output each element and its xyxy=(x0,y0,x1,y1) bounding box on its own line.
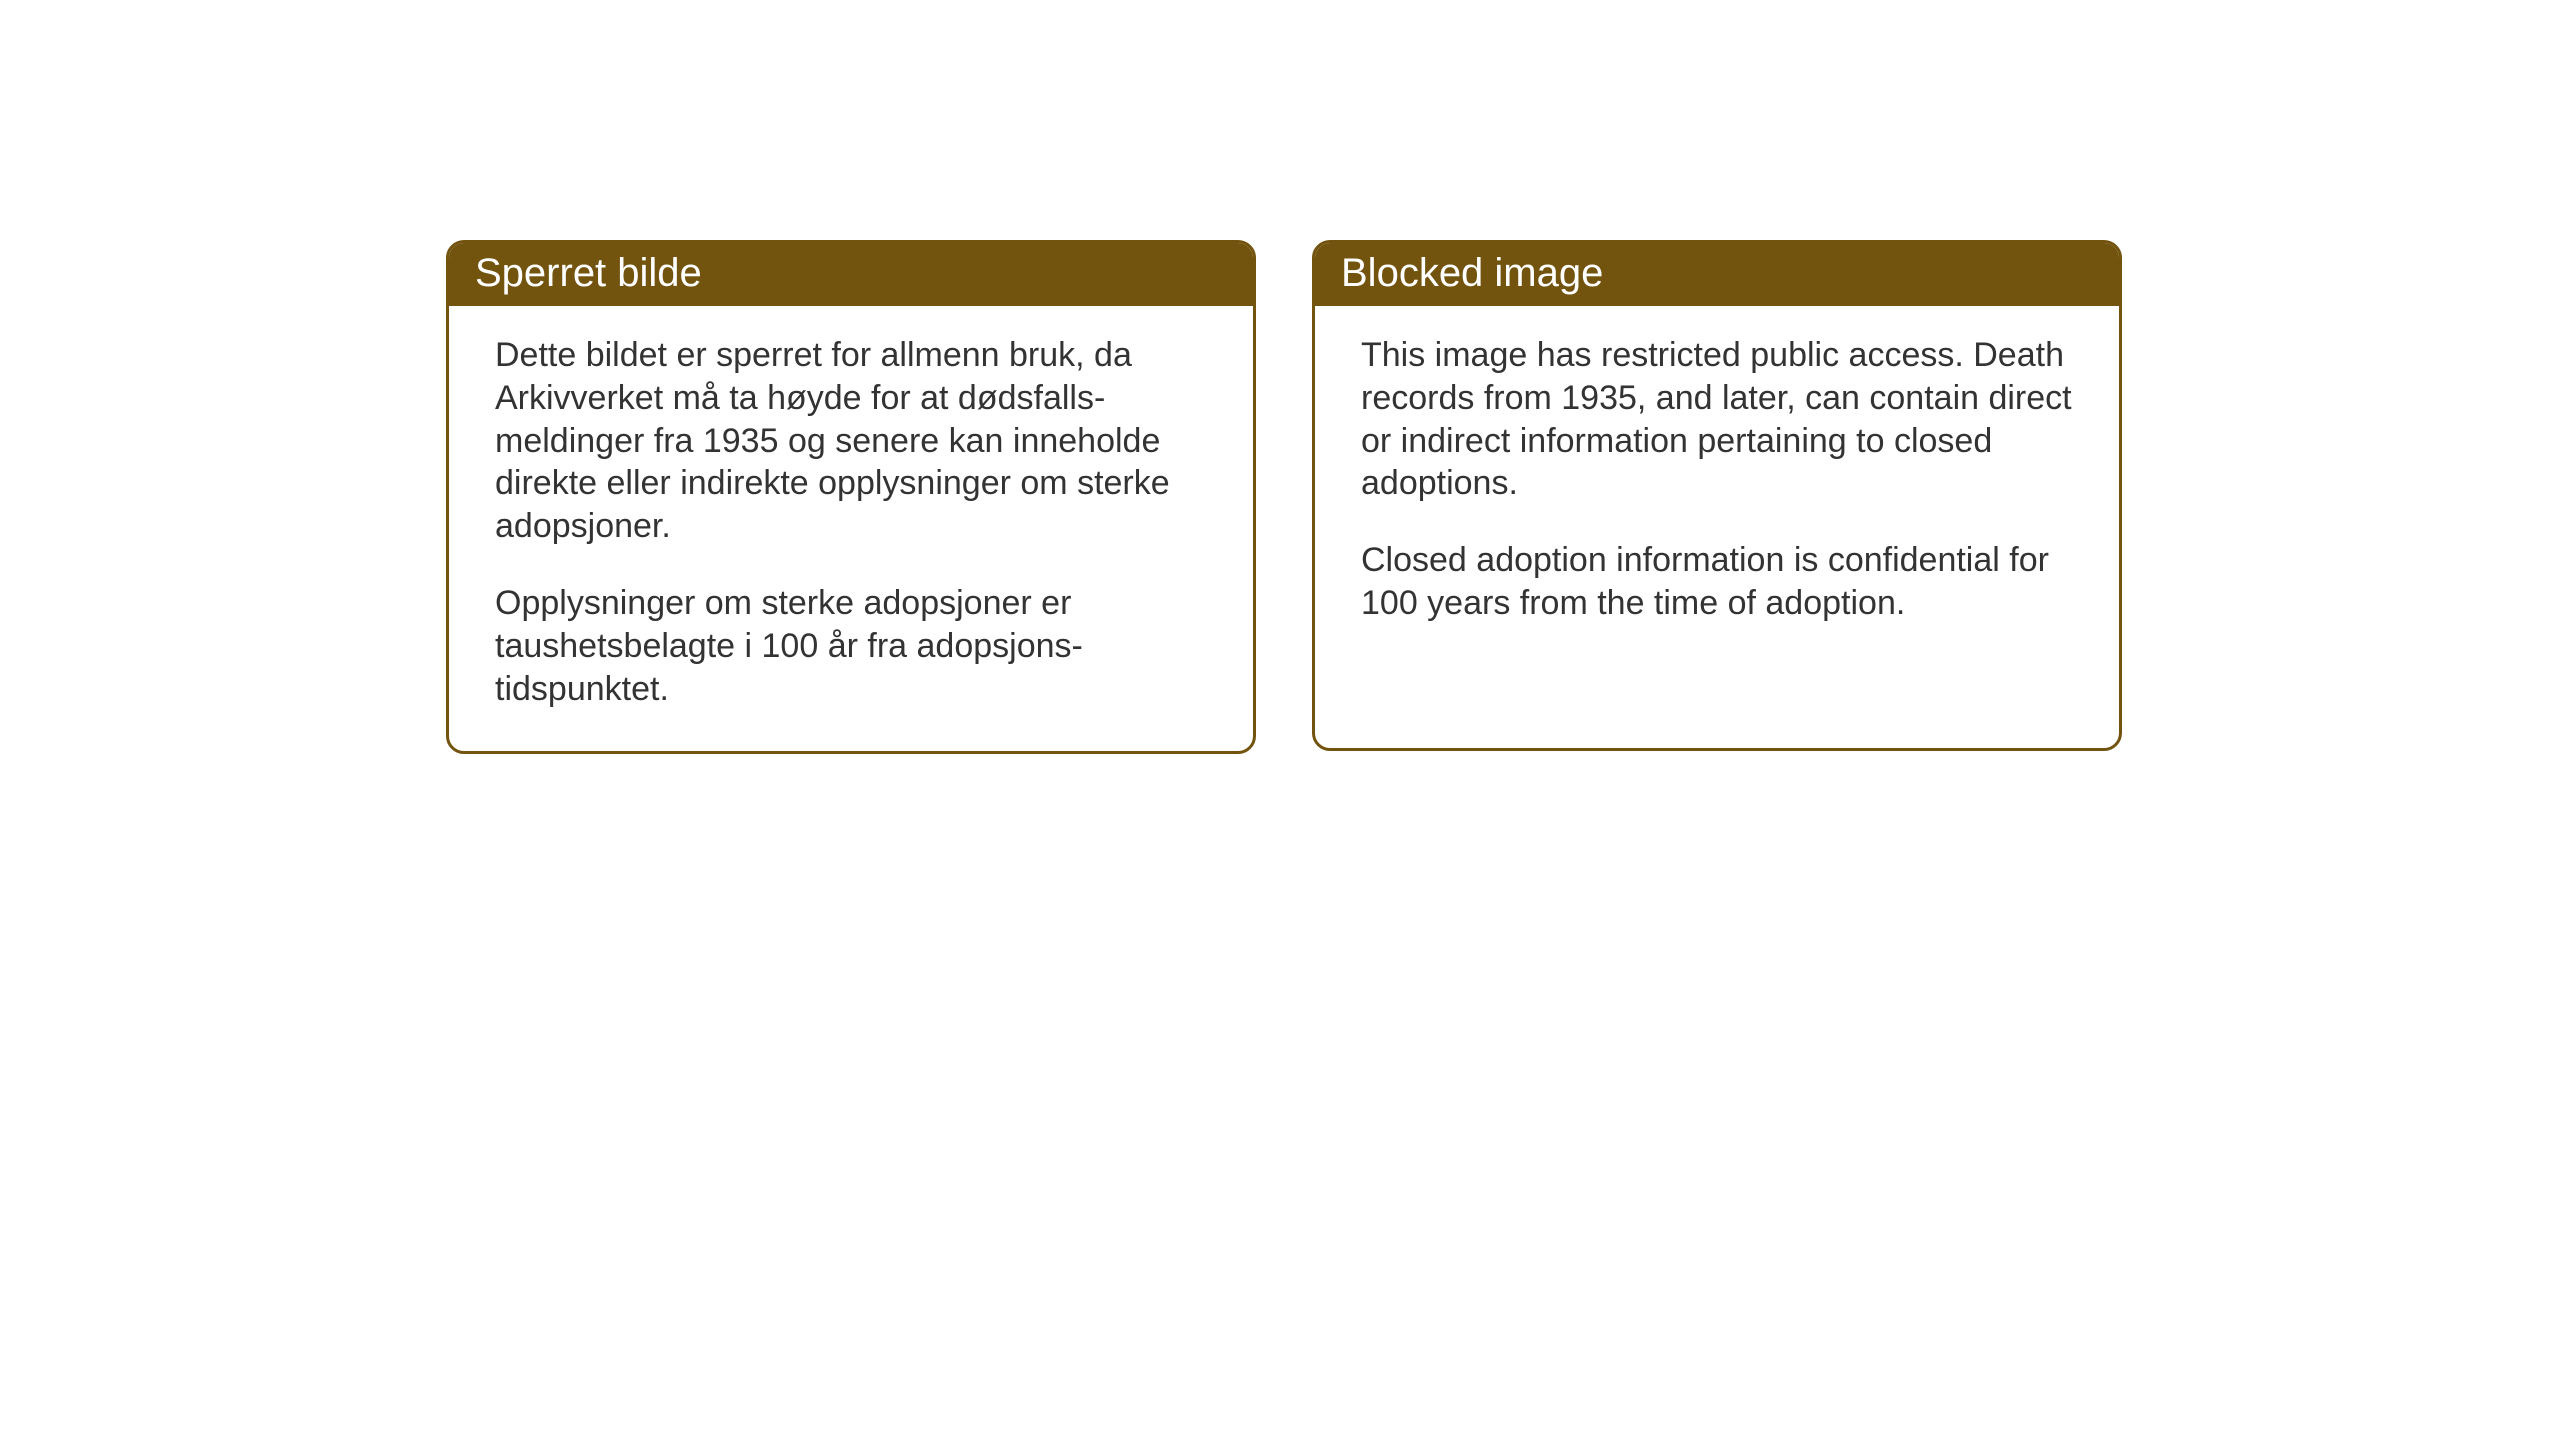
card-english-title: Blocked image xyxy=(1341,251,1603,295)
card-norwegian-paragraph-2: Opplysninger om sterke adopsjoner er tau… xyxy=(495,582,1213,710)
card-english-paragraph-2: Closed adoption information is confident… xyxy=(1361,539,2079,625)
card-norwegian-body: Dette bildet er sperret for allmenn bruk… xyxy=(449,306,1253,751)
card-english-header: Blocked image xyxy=(1315,243,2119,306)
card-norwegian-title: Sperret bilde xyxy=(475,251,702,295)
card-english-body: This image has restricted public access.… xyxy=(1315,306,2119,665)
card-norwegian-header: Sperret bilde xyxy=(449,243,1253,306)
card-english-paragraph-1: This image has restricted public access.… xyxy=(1361,334,2079,505)
card-english: Blocked image This image has restricted … xyxy=(1312,240,2122,751)
card-norwegian: Sperret bilde Dette bildet er sperret fo… xyxy=(446,240,1256,754)
card-norwegian-paragraph-1: Dette bildet er sperret for allmenn bruk… xyxy=(495,334,1213,548)
cards-container: Sperret bilde Dette bildet er sperret fo… xyxy=(446,240,2122,754)
